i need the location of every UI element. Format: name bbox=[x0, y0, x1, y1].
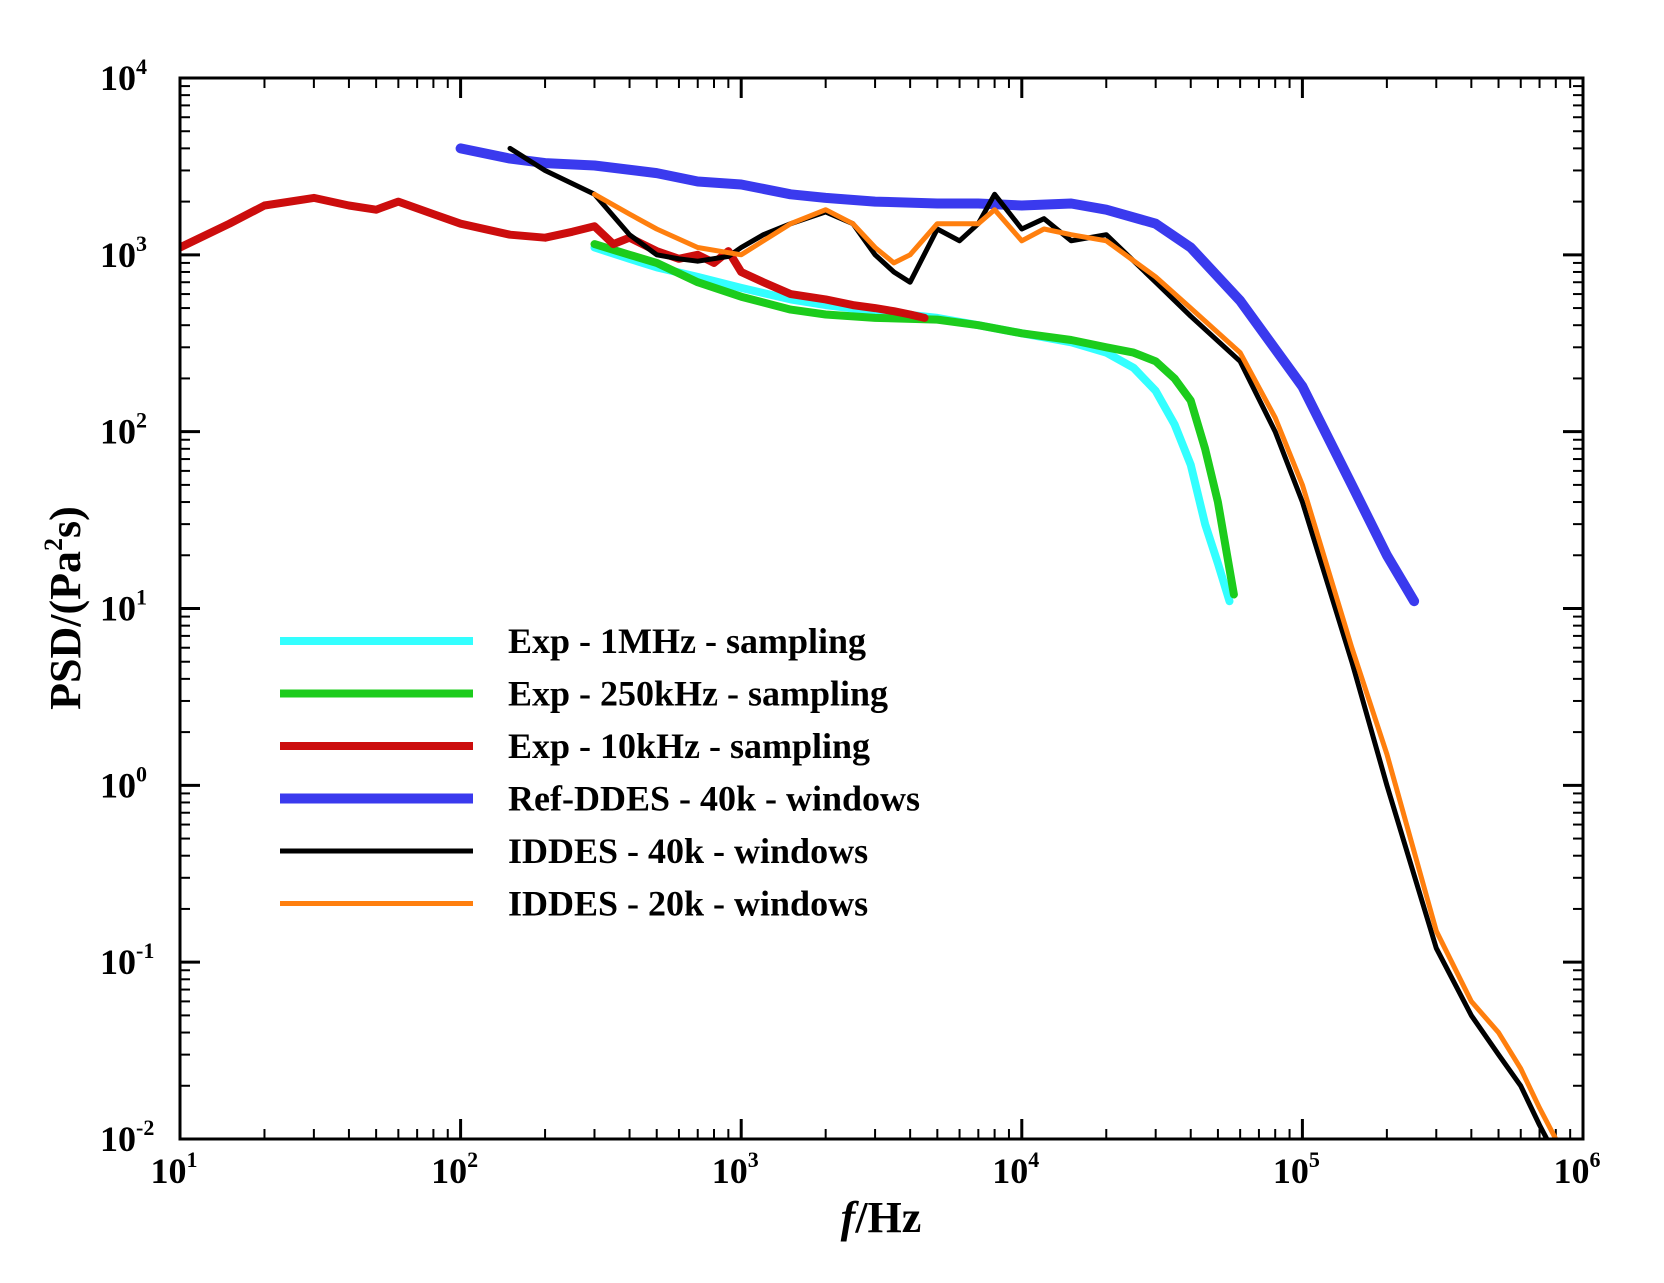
x-tick-label: 101 bbox=[151, 1147, 198, 1191]
x-tick-exponent: 5 bbox=[1309, 1147, 1320, 1172]
y-axis-title: PSD/(Pa2s) bbox=[39, 506, 90, 710]
y-axis-title-group: PSD/(Pa2s) bbox=[39, 506, 90, 710]
legend-label: Exp - 250kHz - sampling bbox=[508, 674, 888, 714]
x-axis-title-rest: /Hz bbox=[854, 1193, 921, 1242]
y-tick-exponent: -1 bbox=[136, 938, 154, 963]
x-tick-base: 10 bbox=[151, 1151, 187, 1191]
y-tick-label: 100 bbox=[100, 761, 147, 805]
y-tick-label: 10-2 bbox=[100, 1115, 154, 1159]
y-tick-base: 10 bbox=[100, 765, 136, 805]
x-tick-base: 10 bbox=[712, 1151, 748, 1191]
y-tick-exponent: 0 bbox=[136, 761, 147, 786]
y-tick-label: 102 bbox=[100, 408, 147, 452]
x-tick-label: 106 bbox=[1554, 1147, 1601, 1191]
legend-item: IDDES - 40k - windows bbox=[280, 831, 868, 871]
y-tick-exponent: 2 bbox=[136, 408, 147, 433]
x-tick-base: 10 bbox=[992, 1151, 1028, 1191]
x-tick-label: 105 bbox=[1273, 1147, 1320, 1191]
x-tick-base: 10 bbox=[1554, 1151, 1590, 1191]
legend-item: Exp - 250kHz - sampling bbox=[280, 674, 888, 714]
series-line-6 bbox=[592, 191, 1559, 1139]
x-tick-labels: 101 102 103 104 105 106 bbox=[151, 1147, 1601, 1191]
x-axis-title: f/Hz bbox=[841, 1193, 922, 1242]
x-tick-exponent: 3 bbox=[748, 1147, 759, 1172]
y-axis-title-sup: 2 bbox=[39, 538, 68, 551]
y-tick-exponent: 3 bbox=[136, 231, 147, 256]
y-tick-label: 104 bbox=[100, 54, 147, 98]
plot-background bbox=[180, 78, 1583, 1139]
legend: Exp - 1MHz - sampling Exp - 250kHz - samp… bbox=[280, 621, 920, 924]
x-tick-label: 102 bbox=[431, 1147, 478, 1191]
y-tick-base: 10 bbox=[100, 235, 136, 275]
legend-label: IDDES - 20k - windows bbox=[508, 884, 868, 924]
series-line-2 bbox=[590, 240, 1238, 599]
x-tick-label: 104 bbox=[992, 1147, 1039, 1191]
plot-frame bbox=[178, 76, 1585, 1141]
x-tick-exponent: 1 bbox=[187, 1147, 198, 1172]
y-tick-label: 10-1 bbox=[100, 938, 154, 982]
y-tick-exponent: -2 bbox=[136, 1115, 154, 1140]
y-axis-title-pre: PSD/(Pa bbox=[41, 551, 90, 710]
y-axis-title-post: s) bbox=[41, 506, 90, 538]
legend-label: Exp - 1MHz - sampling bbox=[508, 621, 866, 661]
x-tick-base: 10 bbox=[431, 1151, 467, 1191]
legend-item: Ref-DDES - 40k - windows bbox=[280, 779, 920, 819]
y-tick-label: 101 bbox=[100, 585, 147, 629]
series-group bbox=[180, 143, 1559, 1139]
x-tick-label: 103 bbox=[712, 1147, 759, 1191]
plot-area bbox=[178, 76, 1585, 1141]
x-tick-base: 10 bbox=[1273, 1151, 1309, 1191]
minor-ticks bbox=[180, 78, 1583, 1139]
y-tick-base: 10 bbox=[100, 942, 136, 982]
x-axis-title-italic: f bbox=[841, 1193, 860, 1242]
series-line-4 bbox=[455, 143, 1420, 607]
legend-label: IDDES - 40k - windows bbox=[508, 831, 868, 871]
y-tick-base: 10 bbox=[100, 412, 136, 452]
y-tick-base: 10 bbox=[100, 589, 136, 629]
y-tick-exponent: 1 bbox=[136, 585, 147, 610]
x-tick-exponent: 4 bbox=[1028, 1147, 1039, 1172]
y-tick-label: 103 bbox=[100, 231, 147, 275]
y-tick-exponent: 4 bbox=[136, 54, 147, 79]
y-tick-base: 10 bbox=[100, 1119, 136, 1159]
legend-label: Ref-DDES - 40k - windows bbox=[508, 779, 920, 819]
y-tick-base: 10 bbox=[100, 58, 136, 98]
legend-item: Exp - 10kHz - sampling bbox=[280, 726, 870, 766]
x-tick-exponent: 2 bbox=[467, 1147, 478, 1172]
x-tick-exponent: 6 bbox=[1590, 1147, 1601, 1172]
legend-item: Exp - 1MHz - sampling bbox=[280, 621, 866, 661]
legend-item: IDDES - 20k - windows bbox=[280, 884, 868, 924]
legend-label: Exp - 10kHz - sampling bbox=[508, 726, 870, 766]
